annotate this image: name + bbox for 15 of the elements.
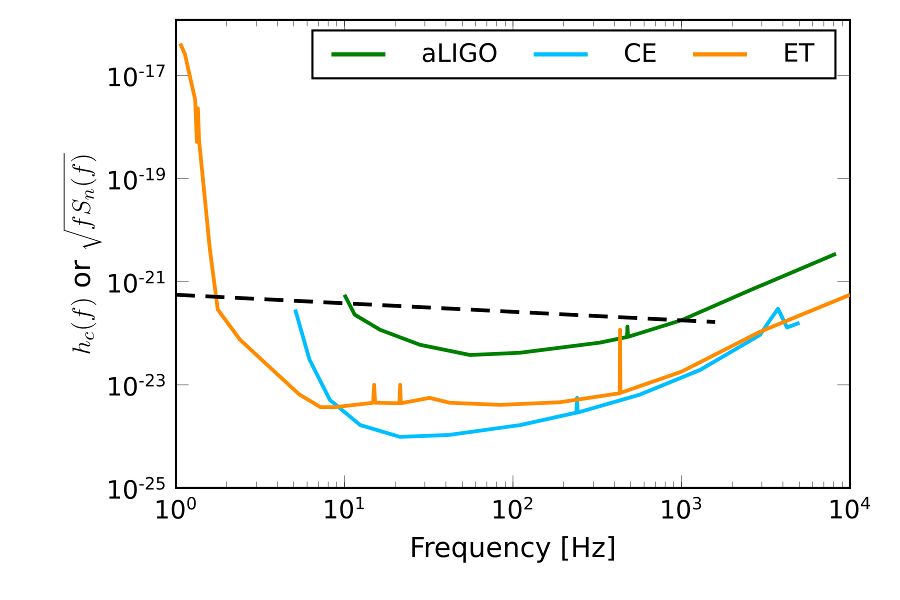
y-tick-label: 10$^{-23}$ — [109, 374, 165, 396]
x-tick-label: 10$^{1}$ — [325, 496, 364, 519]
y-tick-label: 10$^{-19}$ — [109, 168, 165, 190]
x-axis-title: Frequency [Hz] — [412, 536, 614, 563]
y-tick-label: 10$^{-21}$ — [109, 270, 164, 293]
y-tick-label: 10$^{-25}$ — [109, 476, 165, 500]
x-tick-label: 10$^{4}$ — [830, 496, 870, 519]
x-tick-label: 10$^{2}$ — [494, 496, 532, 519]
legend-label: ET — [785, 43, 814, 62]
y-tick-label: 10$^{-17}$ — [109, 64, 165, 87]
legend-label: CE — [624, 43, 656, 62]
legend-label: aLIGO — [422, 43, 496, 62]
x-tick-label: 10$^{0}$ — [156, 496, 196, 519]
x-tick-label: 10$^{3}$ — [662, 496, 702, 519]
y-axis-title: $h_c(f)\ \mathrm{or}\ \sqrt{fS_n(f)}$ — [64, 153, 102, 354]
